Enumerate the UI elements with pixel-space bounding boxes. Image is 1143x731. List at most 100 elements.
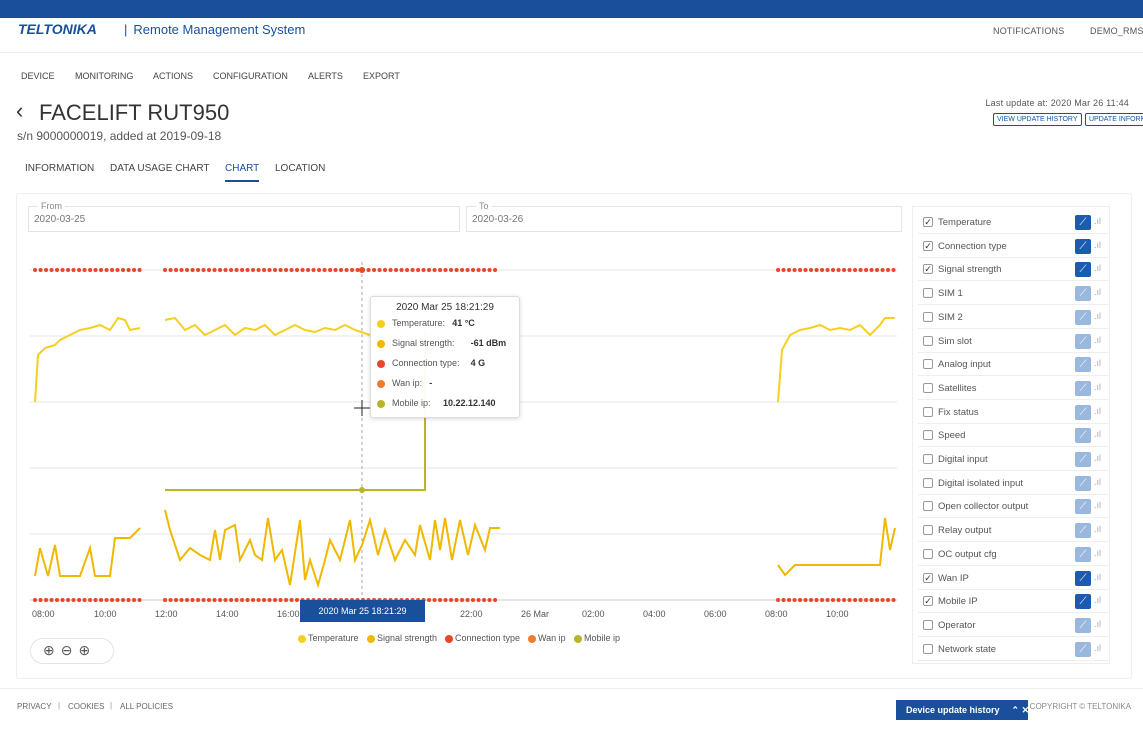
tab[interactable]: LOCATION bbox=[275, 163, 326, 174]
bar-toggle[interactable]: .ıl bbox=[1094, 595, 1102, 606]
bar-toggle[interactable]: .ıl bbox=[1094, 405, 1102, 416]
bar-toggle[interactable]: .ıl bbox=[1094, 263, 1102, 274]
nav-item[interactable]: MONITORING bbox=[75, 71, 134, 81]
checkbox[interactable] bbox=[923, 406, 933, 417]
bar-toggle[interactable]: .ıl bbox=[1094, 453, 1102, 463]
bar-toggle[interactable]: .ıl bbox=[1094, 642, 1102, 653]
line-toggle[interactable]: ⟋ bbox=[1075, 404, 1091, 420]
checkbox[interactable] bbox=[923, 359, 933, 370]
button[interactable]: VIEW UPDATE HISTORY bbox=[993, 113, 1082, 126]
notifications[interactable]: NOTIFICATIONS bbox=[993, 26, 1065, 36]
checkbox[interactable] bbox=[923, 619, 933, 630]
line-toggle[interactable]: ⟋ bbox=[1075, 309, 1091, 325]
bar-toggle[interactable]: .ıl bbox=[1094, 547, 1102, 558]
line-toggle[interactable]: ⟋ bbox=[1075, 452, 1091, 467]
line-toggle[interactable]: ⟋ bbox=[1075, 380, 1091, 396]
to-field[interactable] bbox=[466, 206, 902, 232]
bar-toggle[interactable]: .ıl bbox=[1094, 358, 1102, 369]
back[interactable]: ‹ bbox=[16, 98, 24, 123]
update-bar[interactable]: Device update history ⌃ ✕ bbox=[896, 700, 1029, 720]
bar-toggle[interactable]: .ıl bbox=[1094, 571, 1102, 582]
nav-item[interactable]: ALERTS bbox=[308, 71, 343, 81]
line-toggle[interactable]: ⟋ bbox=[1075, 215, 1091, 230]
bar-toggle[interactable]: .ıl bbox=[1094, 476, 1102, 487]
nav-item[interactable]: ACTIONS bbox=[153, 71, 194, 81]
line-toggle[interactable]: ⟋ bbox=[1075, 428, 1091, 444]
tab[interactable]: CHART bbox=[225, 163, 260, 182]
button[interactable]: UPDATE INFORMATION bbox=[1085, 113, 1143, 126]
line-toggle[interactable]: ⟋ bbox=[1075, 262, 1091, 278]
checkbox[interactable] bbox=[923, 501, 933, 512]
checkbox[interactable] bbox=[923, 643, 933, 654]
nav-item[interactable]: EXPORT bbox=[363, 71, 400, 81]
bar-toggle[interactable]: .ıl bbox=[1094, 310, 1102, 321]
bar-toggle[interactable]: .ıl bbox=[1094, 334, 1102, 345]
parameter-label: Sim slot bbox=[938, 335, 972, 347]
bar-toggle[interactable]: .ıl bbox=[1094, 429, 1102, 440]
connection-line bbox=[33, 268, 897, 602]
line-toggle[interactable]: ⟋ bbox=[1075, 523, 1091, 539]
to-value: 2020-03-26 bbox=[472, 214, 524, 225]
parameter-label: Digital input bbox=[938, 454, 988, 465]
bar-toggle[interactable]: .ıl bbox=[1094, 500, 1102, 511]
bar-toggle[interactable]: .ıl bbox=[1094, 524, 1102, 535]
footer-link[interactable]: COOKIES bbox=[68, 702, 105, 711]
nav-item[interactable]: CONFIGURATION bbox=[213, 71, 288, 81]
parameter-row bbox=[918, 402, 1108, 424]
legend-dot bbox=[528, 635, 536, 643]
footer-link[interactable]: ALL POLICIES bbox=[120, 702, 174, 711]
checkbox[interactable] bbox=[923, 335, 933, 346]
tooltip-label: Temperature: bbox=[392, 318, 446, 328]
line-toggle[interactable]: ⟋ bbox=[1075, 357, 1091, 373]
line-toggle[interactable]: ⟋ bbox=[1075, 570, 1091, 586]
x-label: 04:00 bbox=[643, 609, 666, 619]
legend-label[interactable]: Signal strength bbox=[377, 633, 438, 643]
legend-label[interactable]: Connection type bbox=[455, 633, 521, 643]
checkbox[interactable]: ✓ bbox=[923, 264, 933, 275]
bar-toggle[interactable]: .ıl bbox=[1094, 618, 1102, 629]
from-field[interactable] bbox=[28, 206, 460, 232]
line-toggle[interactable]: ⟋ bbox=[1075, 641, 1091, 657]
checkbox[interactable] bbox=[923, 430, 933, 441]
legend-label[interactable]: Temperature bbox=[308, 633, 359, 643]
line-toggle[interactable]: ⟋ bbox=[1075, 594, 1091, 610]
checkbox[interactable] bbox=[923, 454, 933, 464]
checkbox[interactable] bbox=[923, 477, 933, 488]
to-label: To bbox=[476, 201, 492, 211]
tooltip-value: 4 G bbox=[470, 358, 486, 368]
checkbox[interactable] bbox=[923, 548, 933, 559]
checkbox[interactable]: ✓ bbox=[923, 572, 933, 583]
bar-toggle[interactable]: .ıl bbox=[1094, 381, 1102, 392]
checkbox[interactable] bbox=[923, 382, 933, 393]
legend-label[interactable]: Mobile ip bbox=[584, 633, 621, 643]
checkbox[interactable]: ✓ bbox=[923, 240, 933, 251]
parameter-row bbox=[918, 425, 1108, 448]
checkbox[interactable] bbox=[923, 525, 933, 536]
bar-toggle[interactable]: .ıl bbox=[1094, 287, 1102, 298]
tooltip-value: -61 dBm bbox=[470, 338, 507, 348]
line-toggle[interactable]: ⟋ bbox=[1075, 546, 1091, 562]
tooltip-label: Connection type: bbox=[392, 358, 460, 368]
bar-toggle[interactable]: .ıl bbox=[1094, 239, 1102, 250]
zoom-controls[interactable]: ⊕⊖⊕ bbox=[30, 638, 114, 664]
line-toggle[interactable]: ⟋ bbox=[1075, 475, 1091, 491]
footer-link[interactable]: PRIVACY bbox=[17, 702, 52, 711]
user[interactable]: DEMO_RMS bbox=[1090, 26, 1143, 36]
x-label: 14:00 bbox=[216, 609, 239, 619]
line-toggle[interactable]: ⟋ bbox=[1075, 499, 1091, 515]
x-label: 06:00 bbox=[704, 609, 727, 619]
checkbox[interactable] bbox=[923, 288, 933, 299]
checkbox[interactable]: ✓ bbox=[923, 596, 933, 607]
checkbox[interactable] bbox=[923, 311, 933, 322]
tab[interactable]: DATA USAGE CHART bbox=[110, 163, 210, 174]
checkbox[interactable]: ✓ bbox=[923, 217, 933, 227]
legend-label[interactable]: Wan ip bbox=[538, 633, 566, 643]
line-toggle[interactable]: ⟋ bbox=[1075, 286, 1091, 302]
line-toggle[interactable]: ⟋ bbox=[1075, 333, 1091, 349]
bar-toggle[interactable]: .ıl bbox=[1094, 216, 1102, 226]
line-toggle[interactable]: ⟋ bbox=[1075, 238, 1091, 254]
line-toggle[interactable]: ⟋ bbox=[1075, 617, 1091, 633]
nav-item[interactable]: DEVICE bbox=[21, 71, 55, 81]
tab[interactable]: INFORMATION bbox=[25, 163, 95, 174]
